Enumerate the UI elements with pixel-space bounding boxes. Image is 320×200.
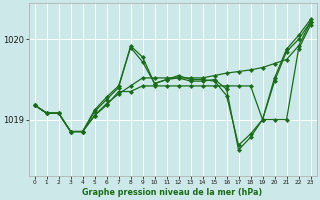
X-axis label: Graphe pression niveau de la mer (hPa): Graphe pression niveau de la mer (hPa) <box>83 188 263 197</box>
